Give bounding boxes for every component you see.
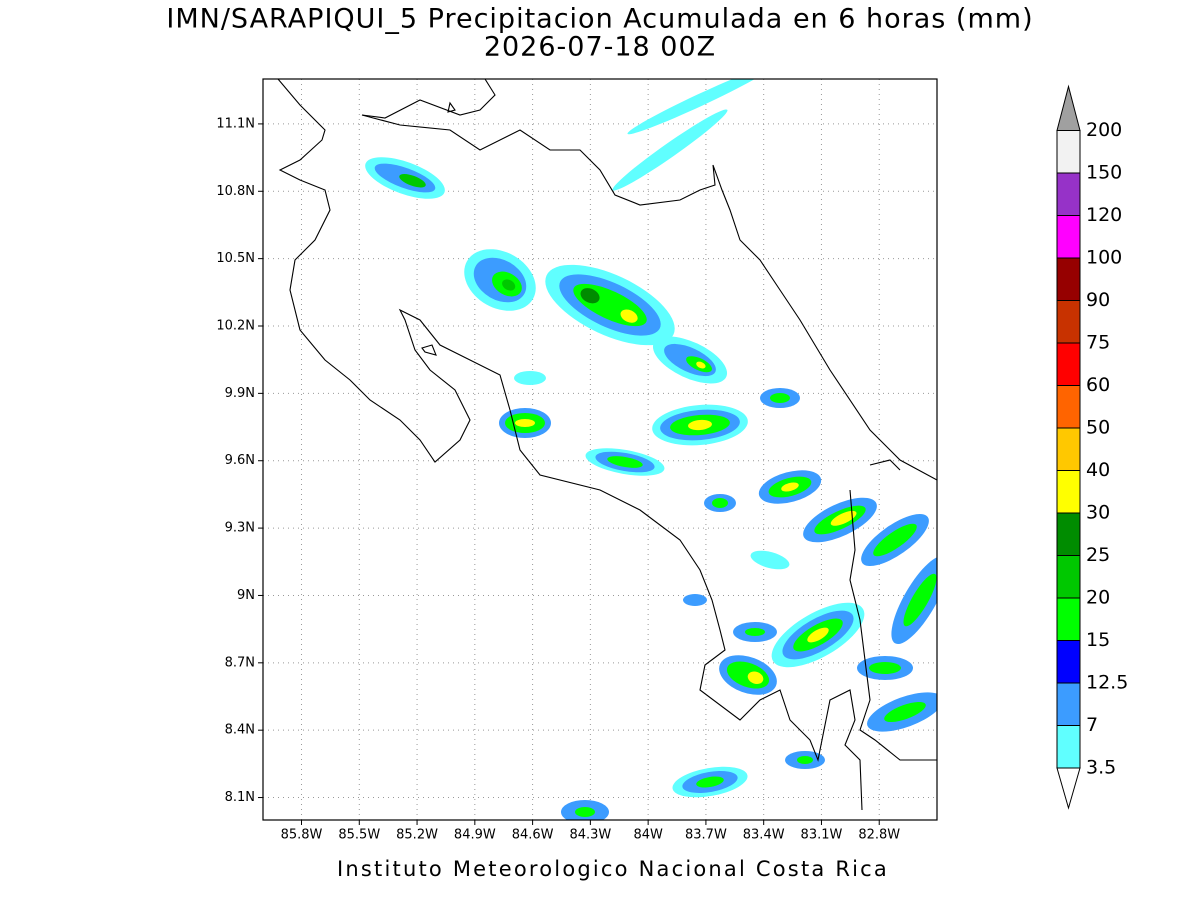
colorbar-box [1056,640,1081,684]
colorbar-label: 3.5 [1086,757,1116,779]
colorbar-box [1056,215,1081,259]
colorbar-box [1056,597,1081,641]
colorbar-label: 120 [1086,204,1122,226]
precip-field [365,79,937,820]
colorbar-box [1056,257,1081,301]
x-tick-label: 85.8W [281,828,323,843]
colorbar-label: 40 [1086,459,1110,481]
colorbar-label: 25 [1086,544,1110,566]
colorbar-box [1056,172,1081,216]
y-tick-label: 10.2N [216,319,255,334]
y-tick-label: 9.6N [225,453,255,468]
x-tick-label: 82.8W [858,828,900,843]
colorbar-label: 30 [1086,502,1110,524]
subtitle: 2026-07-18 00Z [484,32,716,63]
colorbar-box [1056,512,1081,556]
x-tick-label: 83.7W [685,828,727,843]
colorbar-label: 7 [1086,714,1098,736]
x-tick-label: 85.2W [396,828,438,843]
colorbar-box [1056,470,1081,514]
colorbar-label: 90 [1086,289,1110,311]
grid [263,79,937,820]
y-tick-label: 9N [237,588,255,603]
colorbar-box [1056,682,1081,726]
y-tick-label: 9.9N [225,386,255,401]
y-tick-label: 11.1N [216,116,255,131]
colorbar-label: 60 [1086,374,1110,396]
colorbar: 3.5 7 12.5 15 20 25 30 40 50 60 75 90 100 120 150 200 [1056,84,1128,810]
colorbar-box [1056,725,1081,769]
coastlines [277,79,937,811]
colorbar-label: 20 [1086,587,1110,609]
y-tick-label: 9.3N [225,521,255,536]
colorbar-box [1056,427,1081,471]
colorbar-low [1056,767,1081,810]
colorbar-label: 12.5 [1086,672,1128,694]
colorbar-box [1056,300,1081,344]
colorbar-box [1056,342,1081,386]
colorbar-label: 100 [1086,247,1122,269]
x-tick-label: 84.3W [569,828,611,843]
y-tick-label: 8.7N [225,655,255,670]
colorbar-box [1056,555,1081,599]
x-tick-label: 85.5W [338,828,380,843]
colorbar-label: 75 [1086,332,1110,354]
colorbar-box [1056,385,1081,429]
y-tick-label: 8.1N [225,790,255,805]
map-frame [262,78,938,821]
x-tick-label: 84.6W [512,828,554,843]
y-tick-label: 10.8N [216,184,255,199]
x-tick-label: 84W [633,828,663,843]
colorbar-label: 15 [1086,629,1110,651]
title: IMN/SARAPIQUI_5 Precipitacion Acumulada … [166,4,1033,35]
colorbar-label: 150 [1086,162,1122,184]
x-tick-label: 84.9W [454,828,496,843]
y-tick-label: 10.5N [216,251,255,266]
x-tick-label: 83.1W [801,828,843,843]
credit: Instituto Meteorologico Nacional Costa R… [337,857,889,881]
colorbar-label: 200 [1086,119,1122,141]
colorbar-label: 50 [1086,417,1110,439]
colorbar-box [1056,130,1081,174]
x-tick-label: 83.4W [743,828,785,843]
y-tick-label: 8.4N [225,723,255,738]
colorbar-high [1056,84,1081,131]
